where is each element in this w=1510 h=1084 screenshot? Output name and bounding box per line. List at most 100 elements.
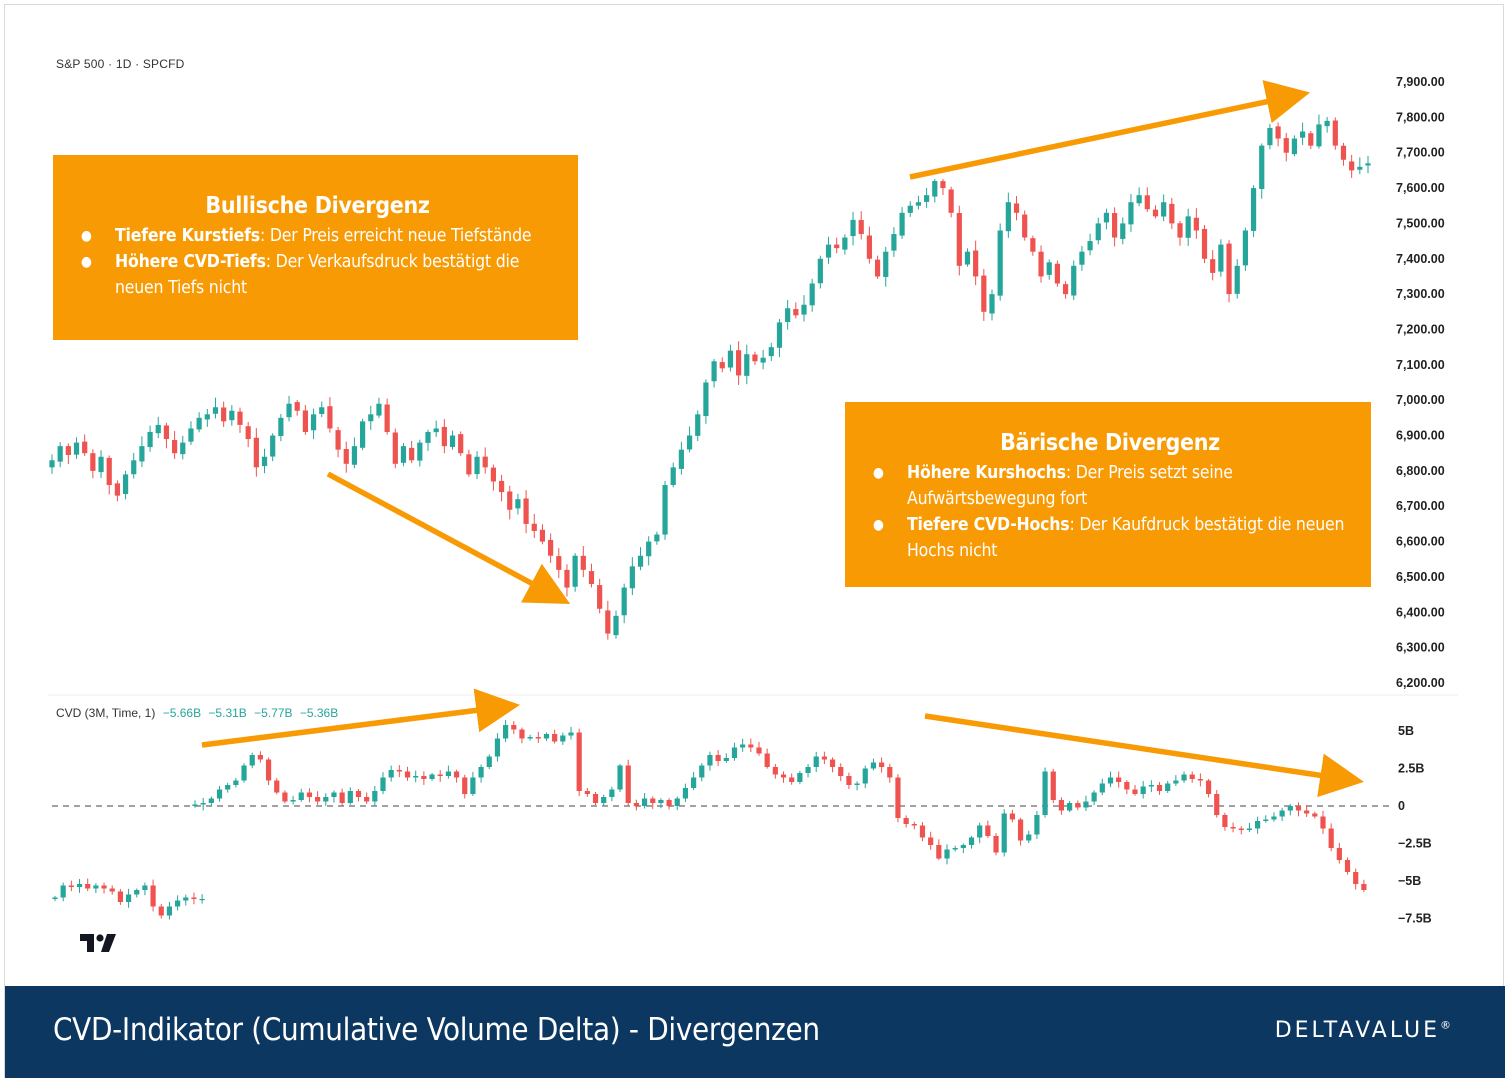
cvd-candle (977, 822, 983, 844)
cvd-tick-label: −5B (1398, 874, 1421, 888)
price-candle (1283, 132, 1289, 162)
price-candle (703, 379, 709, 424)
price-candle (964, 248, 971, 267)
brand-logo: DELTAVALUE® (1275, 1018, 1451, 1043)
cvd-candle (257, 751, 263, 763)
price-candle (131, 452, 137, 479)
cvd-candle (870, 758, 877, 771)
cvd-candle (1017, 817, 1024, 846)
cvd-candle (1312, 811, 1318, 819)
price-candle (458, 431, 464, 456)
price-tick-label: 6,600.00 (1396, 535, 1445, 549)
price-candle (180, 435, 186, 460)
cvd-candle (829, 757, 836, 773)
price-candle (1128, 194, 1134, 232)
cvd-candle (601, 794, 607, 807)
price-candle (507, 485, 513, 520)
cvd-candle (1344, 857, 1351, 875)
cvd-candle (650, 796, 656, 809)
price-candle (539, 524, 546, 545)
price-candle (874, 255, 881, 279)
price-candle (711, 358, 717, 388)
cvd-candle (674, 796, 680, 811)
price-candle (212, 397, 219, 419)
cvd-candle (470, 771, 476, 796)
price-tick-label: 7,600.00 (1396, 181, 1445, 195)
cvd-candle (364, 792, 370, 804)
cvd-candle (249, 752, 255, 769)
cvd-candle (191, 892, 197, 905)
cvd-candle (936, 839, 942, 861)
cvd-candle (715, 750, 721, 767)
cvd-candle (511, 721, 517, 735)
price-candle (1340, 142, 1347, 166)
price-candle (744, 344, 750, 385)
price-candle (572, 553, 578, 592)
price-candle (1365, 156, 1371, 174)
cvd-candle (208, 796, 214, 807)
cvd-candle (1263, 815, 1269, 823)
price-candle (90, 449, 96, 479)
cvd-candle (1058, 797, 1065, 815)
price-candle (588, 563, 595, 588)
price-candle (564, 564, 570, 597)
price-candle (1210, 249, 1216, 281)
bullish-divergence-box: Bullische Divergenz ● Tiefere Kurstiefs: … (53, 155, 578, 340)
price-candle (662, 480, 668, 540)
price-candle (98, 450, 104, 479)
cvd-candle (233, 777, 239, 788)
cvd-candle (183, 894, 189, 906)
price-candle (188, 421, 194, 445)
price-candle (989, 289, 995, 321)
price-candle (441, 419, 447, 454)
tradingview-logo-icon[interactable] (80, 934, 116, 952)
price-candle (57, 442, 63, 468)
price-tick-label: 6,500.00 (1396, 570, 1445, 584)
cvd-candle (331, 790, 337, 803)
price-candle (834, 237, 840, 254)
cvd-candle (928, 831, 934, 850)
cvd-candle (527, 734, 533, 741)
cvd-candle (519, 727, 525, 744)
cvd-candle (1075, 800, 1081, 811)
price-candle (1357, 157, 1363, 175)
price-candle (204, 408, 210, 427)
price-candle (310, 408, 317, 440)
symbol-label[interactable]: S&P 500 · 1D · SPCFD (56, 57, 185, 71)
bullish-item-1: ● Tiefere Kurstiefs: Der Preis erreicht n… (81, 223, 554, 249)
cvd-pane (52, 719, 1367, 920)
price-candle (196, 412, 202, 433)
price-candle (147, 425, 153, 452)
price-candle (1071, 260, 1077, 301)
price-candle (719, 357, 725, 373)
bearish-item-1: ● Höhere Kurshochs: Der Preis setzt seine… (873, 460, 1347, 512)
cvd-candle (494, 733, 501, 762)
cvd-candle (1140, 781, 1146, 799)
cvd-candle (879, 757, 885, 773)
price-candle (163, 422, 170, 449)
bullish-title: Bullische Divergenz (205, 193, 430, 219)
price-candle (253, 428, 259, 477)
cvd-legend-value-high: −5.31B (208, 706, 247, 720)
price-tick-label: 6,300.00 (1396, 641, 1445, 655)
brand-registered-mark: ® (1440, 1018, 1451, 1032)
price-tick-label: 7,700.00 (1396, 146, 1445, 160)
cvd-candle (1099, 778, 1105, 796)
cvd-candle (960, 843, 966, 854)
cvd-candle (290, 795, 296, 805)
cvd-candle (658, 798, 664, 809)
price-candle (1275, 122, 1281, 147)
cvd-candle (1116, 771, 1122, 788)
cvd-legend[interactable]: CVD (3M, Time, 1) −5.66B −5.31B −5.77B −… (56, 706, 338, 720)
cvd-candle (838, 763, 844, 782)
cvd-candle (503, 719, 509, 743)
cvd-candle (952, 845, 958, 852)
cvd-candle (355, 788, 362, 802)
price-candle (245, 422, 251, 448)
price-candle (858, 211, 864, 240)
price-candle (613, 610, 619, 639)
price-candle (1046, 259, 1052, 280)
cvd-candle (388, 765, 394, 782)
cvd-candle (854, 781, 860, 791)
cvd-candle (200, 797, 206, 811)
